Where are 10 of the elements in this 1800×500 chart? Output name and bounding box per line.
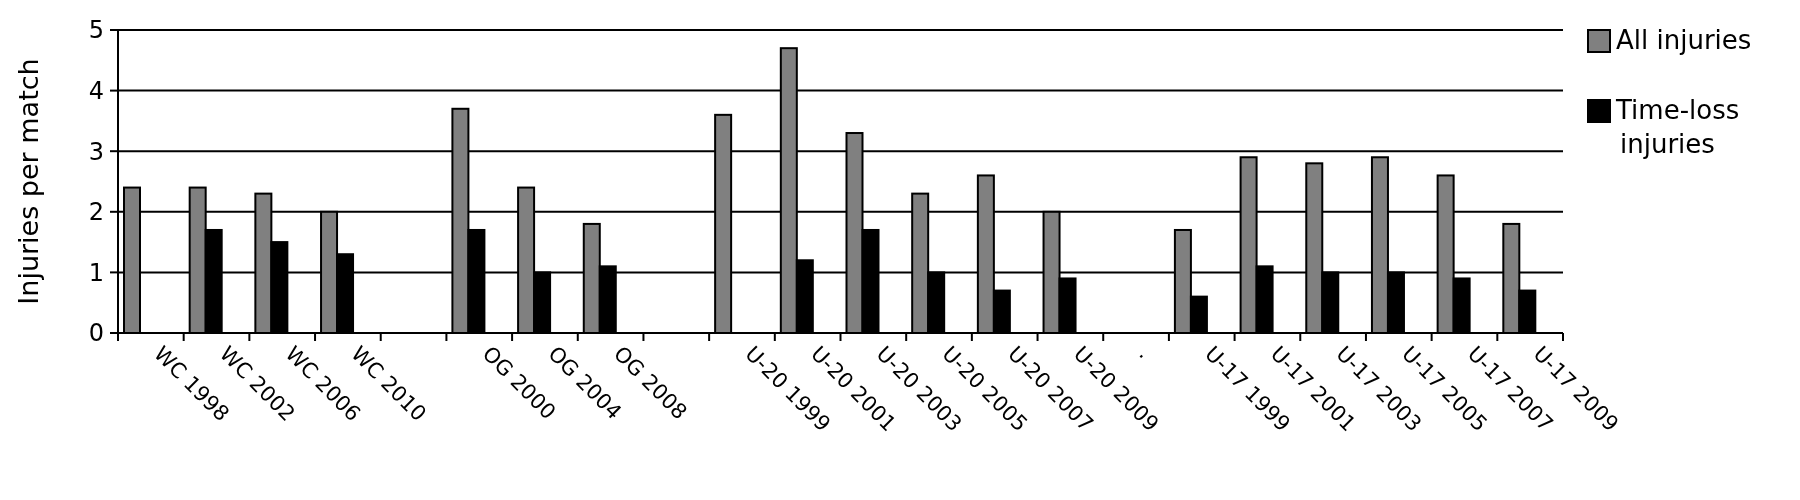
y-tick-label: 0 (88, 319, 104, 348)
y-tick-label: 3 (88, 137, 104, 166)
y-tick-label: 2 (88, 198, 104, 227)
y-tick-label: 5 (88, 16, 104, 45)
y-tick-label: 1 (88, 258, 104, 287)
y-tick-label: 4 (88, 77, 104, 105)
x-tick-label: . (1134, 341, 1157, 364)
legend-label: Time-loss injuries (1615, 95, 1740, 159)
legend-label: All injuries (1616, 25, 1752, 55)
y-axis-title: Injuries per match (13, 58, 44, 305)
